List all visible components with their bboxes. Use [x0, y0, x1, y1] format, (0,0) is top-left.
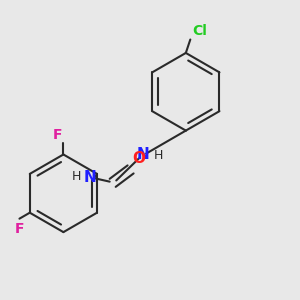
Text: F: F	[52, 128, 62, 142]
Text: O: O	[132, 152, 145, 166]
Text: Cl: Cl	[192, 24, 207, 38]
Text: F: F	[15, 222, 24, 236]
Text: H: H	[71, 170, 81, 183]
Text: H: H	[154, 149, 163, 162]
Text: N: N	[136, 147, 149, 162]
Text: N: N	[84, 170, 97, 185]
